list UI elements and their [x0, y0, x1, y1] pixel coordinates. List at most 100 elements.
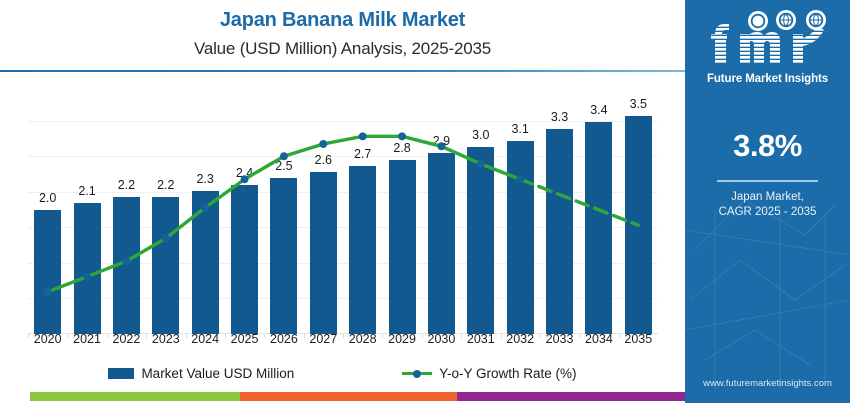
bar-2030: [427, 153, 455, 334]
gridline: [28, 298, 658, 300]
legend-label-growth-rate: Y-o-Y Growth Rate (%): [439, 365, 577, 381]
x-axis-label-2020: 2020: [33, 332, 62, 346]
bar-value-label-2024: 2.3: [196, 171, 214, 186]
chart-header: Japan Banana Milk Market Value (USD Mill…: [0, 0, 685, 70]
x-tick: [579, 334, 581, 338]
bar-2032: [506, 141, 534, 334]
strip-segment-purple: [457, 392, 685, 401]
bar-value-label-2028: 2.7: [353, 146, 372, 161]
bar-value-label-2020: 2.0: [38, 190, 57, 205]
x-tick: [618, 334, 620, 338]
x-tick: [67, 334, 69, 338]
strip-segment-orange: [240, 392, 457, 401]
x-tick: [146, 334, 148, 338]
legend-label-market-value: Market Value USD Million: [141, 365, 295, 381]
bar-2031: [467, 147, 495, 334]
brand-name: Future Market Insights: [706, 73, 829, 85]
x-axis-label-2034: 2034: [585, 332, 613, 346]
cagr-divider: [717, 180, 818, 182]
x-axis-label-2028: 2028: [348, 332, 377, 346]
cagr-note: Japan Market, CAGR 2025 - 2035: [685, 190, 850, 220]
bar-2023: [152, 197, 180, 334]
x-tick: [264, 334, 266, 338]
bar-value-label-2033: 3.3: [550, 109, 569, 124]
strip-segment-green: [30, 392, 240, 401]
bar-2027: [309, 172, 337, 334]
x-axis-line: [28, 333, 658, 334]
bar-value-label-2029: 2.8: [393, 140, 411, 155]
x-tick: [224, 334, 226, 338]
x-tick: [28, 334, 29, 338]
bar-2026: [270, 178, 298, 334]
cagr-value: 3.8%: [733, 128, 802, 163]
plot-area: 2.0 2.1 2.2 2.2 2.3 2.4 2.5 2.6 2.7 2.8 2.9 3.0 3.1 3…: [0, 74, 685, 338]
x-tick: [382, 334, 384, 338]
bar-value-label-2027: 2.6: [314, 153, 332, 168]
bar-2028: [349, 165, 377, 334]
gridline: [28, 120, 658, 122]
bar-2022: [112, 197, 140, 334]
page-title: Japan Banana Milk Market: [219, 9, 466, 31]
branding-sidebar: Future Market Insights 3.8% Japan Market…: [685, 0, 850, 403]
line-marker-2027: [319, 139, 328, 148]
x-axis-label-2035: 2035: [624, 332, 653, 346]
bar-value-label-2023: 2.2: [157, 178, 175, 193]
x-tick: [421, 334, 423, 338]
x-axis-label-2026: 2026: [270, 332, 298, 346]
bar-2021: [73, 203, 101, 334]
x-axis-label-2024: 2024: [191, 332, 220, 346]
fmi-logo: Future Market Insights: [685, 8, 850, 85]
legend-item-market-value: Market Value USD Million: [108, 366, 294, 381]
background-texture: [685, 199, 850, 390]
bar-value-label-2021: 2.1: [78, 184, 96, 199]
bar-value-label-2031: 3.0: [472, 128, 490, 143]
x-tick: [539, 334, 541, 338]
x-axis-label-2033: 2033: [545, 332, 574, 346]
x-axis-label-2030: 2030: [427, 332, 456, 346]
x-axis-label-2031: 2031: [466, 332, 495, 346]
bar-2020: [34, 209, 62, 334]
x-axis-label-2023: 2023: [151, 332, 180, 346]
bar-value-label-2022: 2.2: [117, 178, 136, 193]
legend-item-growth-rate: Y-o-Y Growth Rate (%): [402, 365, 577, 381]
bar-2035: [624, 116, 652, 334]
x-axis-label-2032: 2032: [506, 332, 535, 346]
line-marker-2028: [358, 132, 367, 141]
website-url: www.futuremarketinsights.com: [703, 378, 832, 389]
bar-value-label-2034: 3.4: [590, 103, 608, 118]
bottom-color-strip: [0, 390, 685, 403]
bar-value-label-2032: 3.1: [511, 122, 529, 137]
cagr-note-line-2: CAGR 2025 - 2035: [718, 206, 817, 218]
x-axis-label-2021: 2021: [73, 332, 101, 346]
plot-canvas: 2.0 2.1 2.2 2.2 2.3 2.4 2.5 2.6 2.7 2.8 2.9 3.0 3.1 3…: [28, 85, 658, 338]
x-tick: [303, 334, 305, 338]
line-marker-2029: [398, 132, 407, 141]
legend-line-swatch-icon: [402, 368, 433, 378]
bar-2025: [231, 184, 259, 334]
header-divider: [0, 70, 685, 72]
cagr-note-line-1: Japan Market,: [731, 191, 804, 203]
bar-value-label-2026: 2.5: [275, 159, 293, 174]
x-axis-label-2025: 2025: [230, 332, 259, 346]
x-tick: [461, 334, 463, 338]
x-tick: [185, 334, 187, 338]
fmi-logo-icon: [710, 10, 826, 64]
bar-value-label-2030: 2.9: [432, 134, 451, 149]
bar-value-label-2025: 2.4: [235, 165, 254, 180]
x-axis-label-2022: 2022: [112, 332, 141, 346]
x-axis-label-2029: 2029: [388, 332, 416, 346]
x-tick: [500, 334, 502, 338]
bar-value-label-2035: 3.5: [629, 97, 647, 112]
bar-2034: [585, 122, 613, 334]
x-axis-labels: 2020 2021 2022 2023 2024 2025 2026 2027 2028 2029…: [28, 332, 658, 354]
page-subtitle: Value (USD Million) Analysis, 2025-2035: [193, 39, 492, 58]
x-axis-label-2027: 2027: [309, 332, 338, 346]
bar-2033: [546, 128, 574, 334]
chart-panel: Japan Banana Milk Market Value (USD Mill…: [0, 0, 685, 403]
legend-bar-swatch-icon: [108, 367, 135, 379]
bar-2024: [191, 190, 219, 334]
x-tick: [106, 334, 108, 338]
bar-2029: [388, 159, 416, 334]
x-tick: [343, 334, 344, 338]
chart-legend: Market Value USD Million Y-o-Y Growth Ra…: [0, 360, 685, 386]
